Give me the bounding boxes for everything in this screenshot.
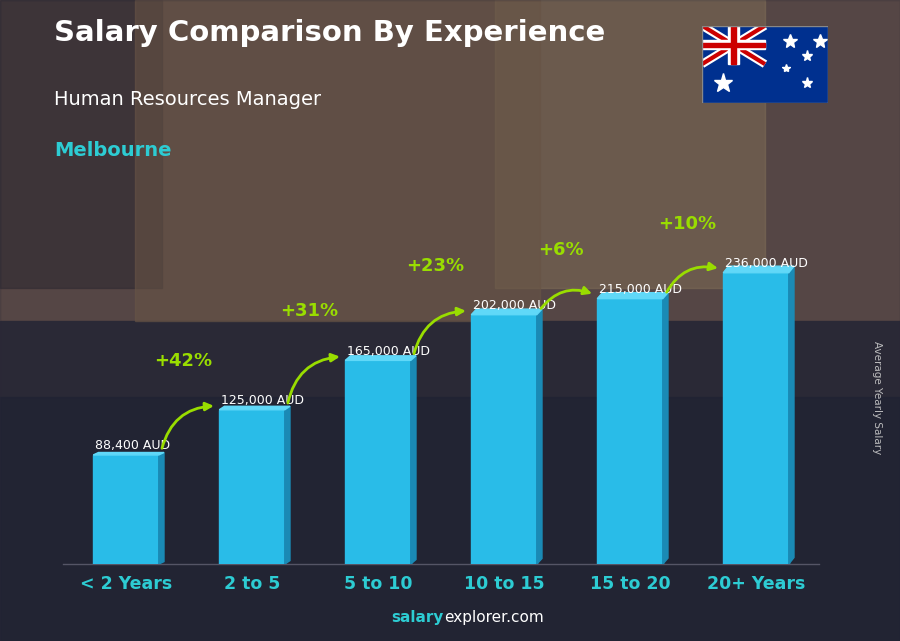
Text: explorer.com: explorer.com [444, 610, 544, 625]
Polygon shape [94, 455, 158, 564]
Text: Salary Comparison By Experience: Salary Comparison By Experience [54, 19, 605, 47]
Text: +6%: +6% [538, 240, 583, 259]
Text: Average Yearly Salary: Average Yearly Salary [872, 341, 883, 454]
Text: +31%: +31% [280, 303, 338, 320]
Text: 215,000 AUD: 215,000 AUD [598, 283, 681, 296]
Polygon shape [94, 453, 164, 455]
Bar [0, 320, 900, 641]
Polygon shape [662, 293, 668, 564]
Text: Melbourne: Melbourne [54, 141, 172, 160]
Text: +42%: +42% [154, 352, 211, 370]
Text: salary: salary [392, 610, 444, 625]
Bar [495, 0, 765, 288]
Text: Human Resources Manager: Human Resources Manager [54, 90, 321, 109]
Text: 236,000 AUD: 236,000 AUD [724, 257, 807, 270]
Polygon shape [158, 453, 164, 564]
Polygon shape [410, 356, 416, 564]
Bar [0, 0, 900, 320]
Text: 88,400 AUD: 88,400 AUD [94, 439, 170, 453]
Bar [0, 397, 900, 641]
Bar [135, 0, 540, 320]
Text: +23%: +23% [406, 256, 464, 275]
Bar [702, 42, 765, 47]
Bar [728, 26, 739, 64]
Text: 165,000 AUD: 165,000 AUD [346, 345, 429, 358]
Polygon shape [472, 315, 536, 564]
Polygon shape [346, 360, 410, 564]
Polygon shape [788, 266, 794, 564]
Bar [731, 26, 736, 64]
Text: 125,000 AUD: 125,000 AUD [220, 394, 303, 407]
Polygon shape [598, 299, 662, 564]
Text: 202,000 AUD: 202,000 AUD [472, 299, 555, 312]
Polygon shape [536, 309, 542, 564]
Polygon shape [598, 293, 668, 299]
Polygon shape [284, 406, 290, 564]
Bar [702, 40, 765, 49]
Polygon shape [346, 356, 416, 360]
Polygon shape [724, 266, 794, 272]
Text: +10%: +10% [658, 215, 716, 233]
Polygon shape [724, 272, 788, 564]
Polygon shape [220, 410, 284, 564]
Bar [0, 0, 162, 288]
Polygon shape [220, 406, 290, 410]
Polygon shape [472, 309, 542, 315]
